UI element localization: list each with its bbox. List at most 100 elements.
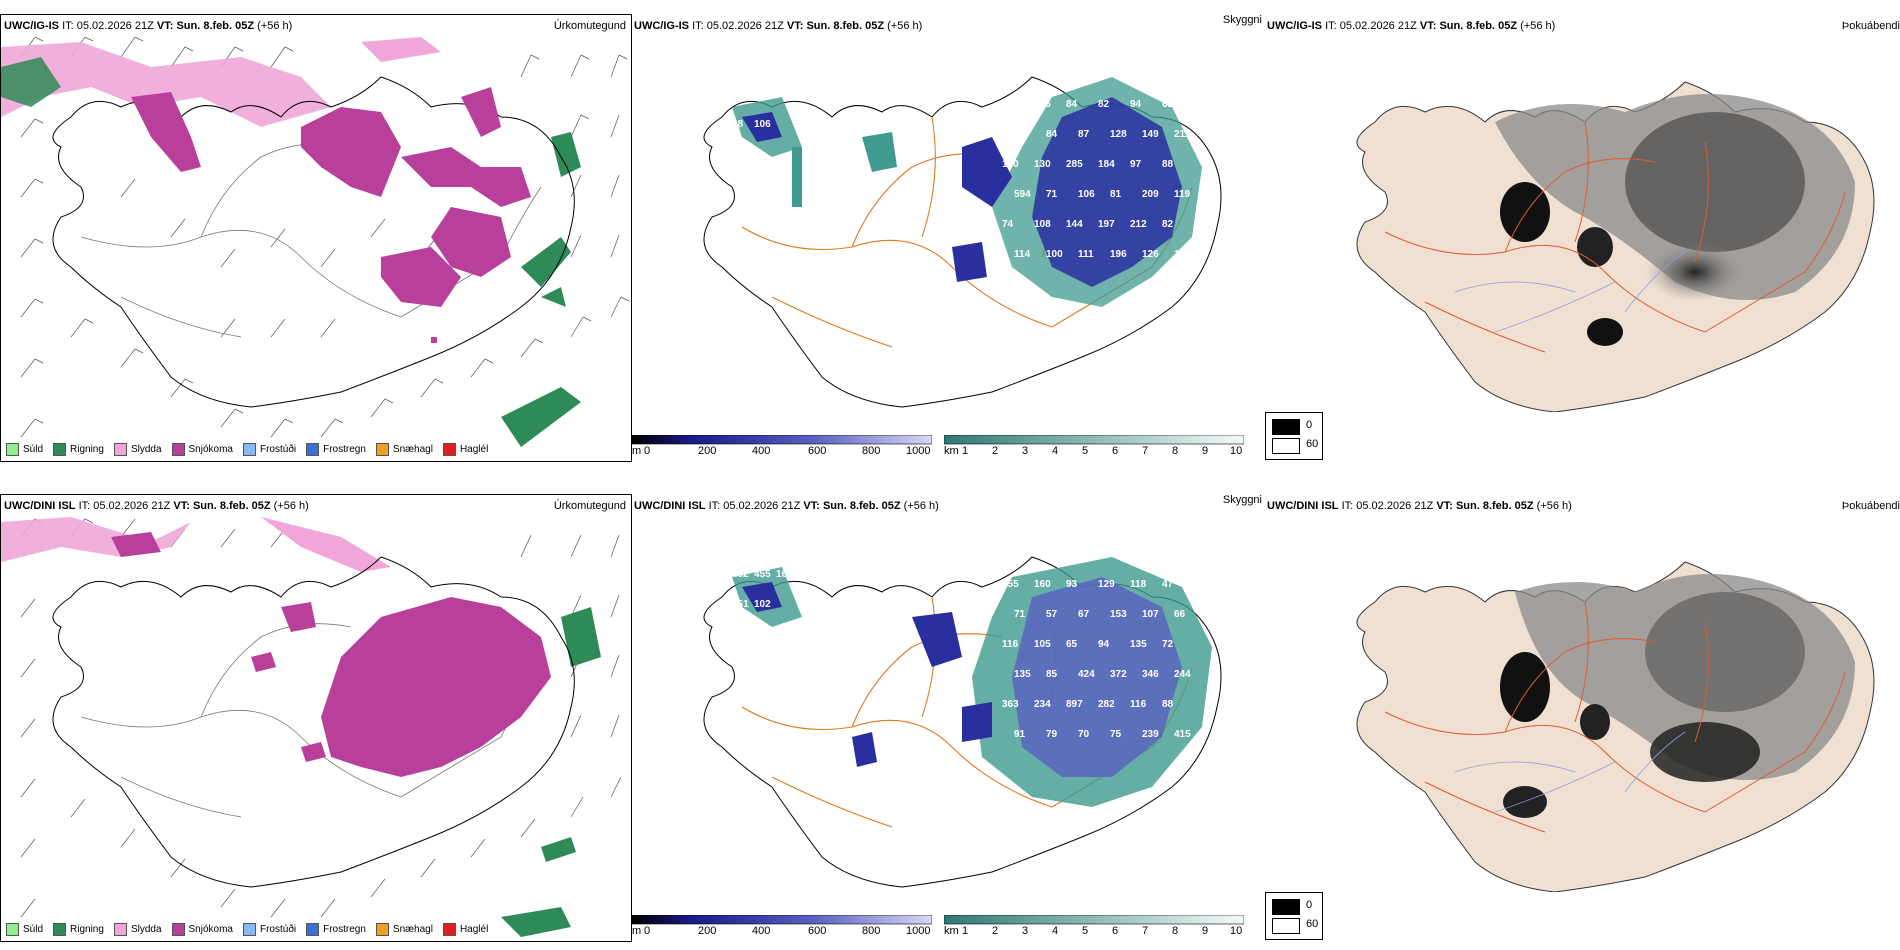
peak-height-label: 88 xyxy=(1162,159,1174,170)
peak-height-label: 128 xyxy=(1110,129,1127,140)
peak-height-label: 116 xyxy=(1130,699,1147,710)
peak-height-label: 67 xyxy=(1078,609,1090,620)
panel-title: UWC/IG-IS IT: 05.02.2026 21Z VT: Sun. 8.… xyxy=(1267,20,1556,32)
peak-height-label: 91 xyxy=(1014,729,1026,740)
scale-tick: 9 xyxy=(1202,445,1209,457)
fog-legend-min: 0 xyxy=(1306,419,1313,431)
peak-height-label: 196 xyxy=(1110,249,1127,260)
panel-field-name: Úrkomutegund xyxy=(553,500,626,512)
peak-height-label: 138 xyxy=(1002,99,1019,110)
scale-tick: 4 xyxy=(1052,925,1059,937)
peak-height-label: 160 xyxy=(1034,579,1051,590)
peak-height-label: 149 xyxy=(1142,129,1159,140)
legend-item-rain: Rigning xyxy=(53,443,104,456)
peak-height-label: 285 xyxy=(1066,159,1083,170)
peak-height-label: 65 xyxy=(1066,639,1078,650)
height-scale: m 0 200 400 600 800 1000 xyxy=(632,435,932,461)
peak-height-label: 184 xyxy=(1098,159,1115,170)
peak-height-label: 135 xyxy=(1130,639,1147,650)
peak-height-label: 97 xyxy=(798,89,810,100)
peak-height-label: 94 xyxy=(1130,99,1142,110)
peak-height-label: 70 xyxy=(1078,729,1090,740)
panel-field-name: Þokuábendi xyxy=(1841,20,1900,32)
peak-height-label: 155 xyxy=(1002,579,1019,590)
peak-height-label: 209 xyxy=(1142,189,1159,200)
panel-title: UWC/DINI ISL IT: 05.02.2026 21Z VT: Sun.… xyxy=(1267,500,1572,512)
scale-tick: 3 xyxy=(1022,445,1029,457)
peak-height-label: 66 xyxy=(1174,609,1186,620)
scale-unit: km xyxy=(944,445,959,457)
panel-field-name: Þokuábendi xyxy=(1841,500,1900,512)
fog-legend-min: 0 xyxy=(1306,899,1313,911)
peak-height-label: 57 xyxy=(1046,609,1058,620)
peak-height-label: 62 xyxy=(1162,99,1174,110)
peak-height-label: 74 xyxy=(1002,219,1014,230)
precip-legend: Súld Rigning Slydda Snjókoma Frostúði Fr… xyxy=(6,443,488,456)
scale-tick: 1000 xyxy=(906,925,931,937)
scale-tick: 800 xyxy=(862,445,881,457)
legend-item-snow: Snjókoma xyxy=(171,923,233,936)
legend-item-freezing-rain: Frostregn xyxy=(306,443,366,456)
peak-height-label: 108 xyxy=(1034,219,1051,230)
fog-panel-2: UWC/DINI ISL IT: 05.02.2026 21Z VT: Sun.… xyxy=(1265,492,1900,892)
peak-height-label: 144 xyxy=(1066,219,1083,230)
peak-height-label: 372 xyxy=(1110,669,1127,680)
peak-height-label: 48 xyxy=(732,119,744,130)
peak-height-label: 97 xyxy=(1130,159,1142,170)
scale-tick: 800 xyxy=(862,925,881,937)
peak-height-label: 72 xyxy=(1162,639,1174,650)
peak-height-label: 153 xyxy=(1110,609,1127,620)
panel-title: UWC/IG-IS IT: 05.02.2026 21Z VT: Sun. 8.… xyxy=(4,20,293,32)
cloud-panel-2: UWC/DINI ISL IT: 05.02.2026 21Z VT: Sun.… xyxy=(632,492,1262,942)
legend-item-sleet: Slydda xyxy=(113,443,162,456)
cloud-map: 138 126 84 82 94 62 83 84 87 128 149 211 140 130 285 18… xyxy=(703,76,1222,408)
peak-height-label: 114 xyxy=(1014,249,1031,260)
peak-height-label: 346 xyxy=(1142,669,1159,680)
peak-height-label: 213 xyxy=(798,569,815,580)
scale-tick: 7 xyxy=(1142,445,1149,457)
peak-height-label: 88 xyxy=(1162,699,1174,710)
map-frame xyxy=(0,14,632,462)
peak-height-label: 111 xyxy=(1078,249,1094,260)
peak-height-label: 197 xyxy=(1098,219,1115,230)
legend-item-drizzle: Súld xyxy=(6,923,43,936)
legend-item-freezing-drizzle: Frostúði xyxy=(242,923,296,936)
peak-height-label: 127 xyxy=(852,689,869,700)
peak-height-label: 100 xyxy=(1046,249,1063,260)
scale-tick: 10 xyxy=(1230,445,1243,457)
legend-item-snow-pellets: Snæhagl xyxy=(375,923,433,936)
scale-tick: 0 xyxy=(644,925,651,937)
precip-legend: Súld Rigning Slydda Snjókoma Frostúði Fr… xyxy=(6,923,488,936)
map-frame xyxy=(0,494,632,942)
scale-tick: 600 xyxy=(808,925,827,937)
legend-item-drizzle: Súld xyxy=(6,443,43,456)
scale-tick: 400 xyxy=(752,925,771,937)
peak-height-label: 234 xyxy=(1034,699,1051,710)
peak-height-label: 75 xyxy=(1110,729,1122,740)
height-scale: m 0 200 400 600 800 1000 xyxy=(632,915,932,941)
peak-height-label: 82 xyxy=(852,209,864,220)
peak-height-label: 71 xyxy=(1046,189,1058,200)
wind-barbs xyxy=(20,37,630,438)
scale-tick: 5 xyxy=(1082,445,1089,457)
peak-height-labels: 155 160 93 129 118 47 71 57 67 153 107 66 116 105 65 94… xyxy=(732,569,1191,740)
peak-height-label: 107 xyxy=(1142,609,1159,620)
peak-height-label: 68 xyxy=(776,89,788,100)
cloud-panel-1: UWC/IG-IS IT: 05.02.2026 21Z VT: Sun. 8.… xyxy=(632,12,1262,462)
peak-height-label: 282 xyxy=(1098,699,1115,710)
legend-item-freezing-rain: Frostregn xyxy=(306,923,366,936)
peak-height-label: 83 xyxy=(1014,129,1026,140)
panel-field-name: Skyggni xyxy=(1222,14,1262,26)
peak-height-label: 363 xyxy=(1002,699,1019,710)
peak-height-label: 151 xyxy=(732,599,749,610)
peak-height-label: 106 xyxy=(754,119,771,130)
peak-height-label: 82 xyxy=(1098,99,1110,110)
panel-title: UWC/IG-IS IT: 05.02.2026 21Z VT: Sun. 8.… xyxy=(634,20,923,32)
legend-item-snow: Snjókoma xyxy=(171,443,233,456)
peak-height-label: 102 xyxy=(732,89,749,100)
peak-height-label: 455 xyxy=(754,569,771,580)
scale-tick: 1 xyxy=(962,445,969,457)
legend-item-sleet: Slydda xyxy=(113,923,162,936)
scale-tick: 200 xyxy=(698,445,717,457)
peak-height-label: 82 xyxy=(1162,219,1174,230)
